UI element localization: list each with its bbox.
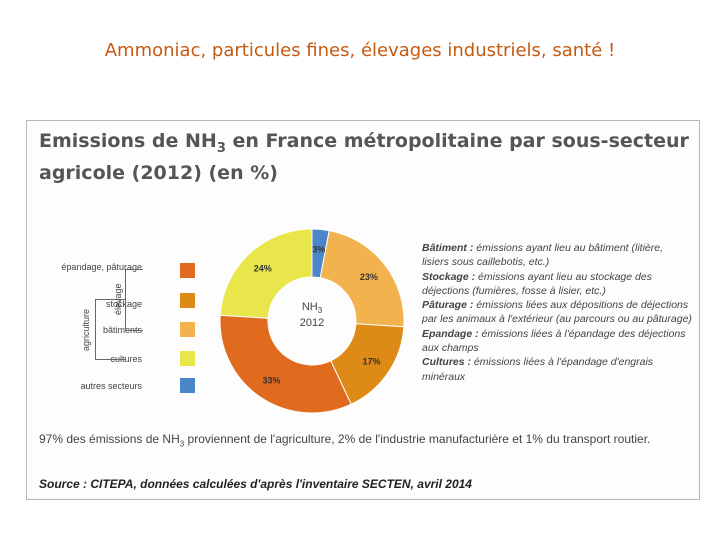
source-text: Source : CITEPA, données calculées d'apr… <box>39 477 472 491</box>
donut-center-label: NH3 2012 <box>299 301 325 330</box>
legend-swatch-autres <box>180 378 195 393</box>
bracket-label-agriculture: agriculture <box>81 308 91 351</box>
note-batiment: Bâtiment : émissions ayant lieu au bâtim… <box>422 242 664 269</box>
bracket-line <box>95 359 125 360</box>
legend-label-epandage: épandage, pâturage <box>61 262 142 272</box>
legend-swatch-stockage <box>180 293 195 308</box>
note-cultures: Cultures : émissions liées à l'épandage … <box>422 356 654 383</box>
bracket-agriculture <box>95 299 96 359</box>
legend-label-cultures: cultures <box>110 354 142 364</box>
bracket-elevage <box>125 269 126 331</box>
slice-label: 23% <box>360 272 378 282</box>
slice-label: 17% <box>363 356 381 366</box>
donut-slice <box>319 230 405 328</box>
legend-swatch-cultures <box>180 351 195 366</box>
bracket-line <box>95 299 125 300</box>
chart-legend: épandage, pâturage stockage bâtiments cu… <box>47 251 207 401</box>
legend-label-batiments: bâtiments <box>102 325 142 335</box>
footer-text: 97% des émissions de NH3 proviennent de … <box>39 432 651 449</box>
slide-title: Ammoniac, particules fines, élevages ind… <box>104 40 616 61</box>
chart-title: Emissions de NH3 en France métropolitain… <box>39 130 689 184</box>
legend-swatch-epandage <box>180 263 195 278</box>
donut-slice <box>219 228 313 319</box>
bracket-line <box>125 269 143 270</box>
bracket-label-elevage: élevage <box>113 283 123 315</box>
note-epandage: Epandage : émissions liées à l'épandage … <box>422 327 686 355</box>
note-paturage: Pâturage : émissions liées aux dépositio… <box>422 299 692 326</box>
note-stockage: Stockage : émissions ayant lieu au stock… <box>422 270 652 297</box>
bracket-line <box>125 330 143 331</box>
slice-label: 33% <box>263 376 281 386</box>
chart-figure: Emissions de NH3 en France métropolitain… <box>26 120 700 500</box>
donut-slice <box>219 314 352 414</box>
donut-chart: 3% 23% 17% 33% 24% <box>219 228 405 414</box>
slice-label: 24% <box>254 264 272 274</box>
legend-label-autres: autres secteurs <box>80 381 142 391</box>
legend-swatch-batiments <box>180 322 195 337</box>
slice-label: 3% <box>312 244 325 254</box>
legend-label-stockage: stockage <box>105 299 142 309</box>
definitions-notes: Bâtiment : émissions ayant lieu au bâtim… <box>422 241 692 384</box>
